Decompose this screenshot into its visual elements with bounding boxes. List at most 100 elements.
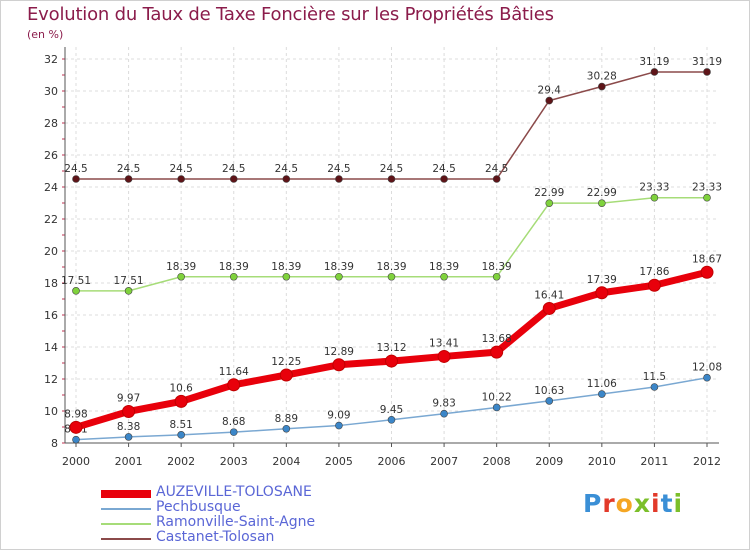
y-tick-label: 28	[44, 117, 58, 130]
data-label-ramonville-saint-agne: 18.39	[219, 261, 249, 273]
data-point-castanet-tolosan	[598, 82, 606, 91]
data-point-castanet-tolosan	[492, 175, 501, 183]
y-tick-label: 10	[44, 405, 58, 418]
data-point-pechbusque	[545, 397, 554, 405]
data-label-pechbusque: 8.38	[117, 421, 140, 433]
data-point-auzeville-tolosane	[542, 301, 556, 315]
data-point-ramonville-saint-agne	[545, 199, 554, 207]
data-point-castanet-tolosan	[650, 68, 659, 76]
brand-letter: r	[602, 489, 616, 518]
data-label-castanet-tolosan: 24.5	[169, 163, 192, 175]
data-point-ramonville-saint-agne	[387, 272, 396, 281]
legend-item-pechbusque: Pechbusque	[101, 499, 401, 517]
legend-swatch	[101, 508, 151, 510]
data-point-castanet-tolosan	[440, 175, 448, 183]
data-label-ramonville-saint-agne: 18.39	[324, 261, 354, 273]
x-tick-label: 2005	[325, 455, 353, 468]
data-label-ramonville-saint-agne: 23.33	[692, 182, 722, 194]
brand-letter: i	[673, 489, 684, 518]
y-tick-label: 32	[44, 53, 58, 66]
legend-item-auzeville-tolosane: AUZEVILLE-TOLOSANE	[101, 484, 401, 502]
data-point-auzeville-tolosane	[279, 368, 293, 382]
brand-logo: Proxiti	[583, 489, 683, 518]
data-label-auzeville-tolosane: 12.25	[271, 356, 301, 368]
data-point-auzeville-tolosane	[174, 394, 188, 408]
brand-letter: o	[615, 489, 634, 518]
y-tick-label: 14	[44, 341, 58, 354]
data-point-ramonville-saint-agne	[282, 272, 291, 281]
data-label-auzeville-tolosane: 13.41	[429, 337, 459, 349]
data-label-auzeville-tolosane: 17.39	[587, 274, 617, 286]
data-point-castanet-tolosan	[282, 175, 291, 183]
data-label-auzeville-tolosane: 13.68	[482, 333, 512, 345]
data-label-ramonville-saint-agne: 18.39	[166, 261, 196, 273]
data-label-castanet-tolosan: 24.5	[117, 163, 140, 175]
x-tick-label: 2010	[588, 455, 616, 468]
data-label-auzeville-tolosane: 13.12	[376, 342, 406, 354]
data-point-pechbusque	[492, 403, 501, 412]
data-point-auzeville-tolosane	[437, 349, 451, 363]
data-point-ramonville-saint-agne	[650, 193, 659, 202]
data-label-ramonville-saint-agne: 17.51	[114, 275, 144, 287]
data-label-ramonville-saint-agne: 23.33	[639, 182, 669, 194]
data-label-castanet-tolosan: 29.4	[538, 85, 562, 97]
legend-swatch	[101, 538, 151, 540]
data-point-pechbusque	[282, 424, 291, 433]
data-point-castanet-tolosan	[703, 68, 711, 76]
data-label-pechbusque: 10.22	[482, 391, 512, 403]
x-tick-label: 2000	[62, 455, 90, 468]
legend-label: AUZEVILLE-TOLOSANE	[156, 484, 312, 500]
legend-label: Pechbusque	[156, 499, 241, 515]
data-point-ramonville-saint-agne	[598, 199, 606, 207]
legend-swatch	[101, 523, 151, 525]
y-tick-label: 18	[44, 277, 58, 290]
x-tick-label: 2009	[535, 455, 563, 468]
x-tick-label: 2001	[115, 455, 143, 468]
data-label-pechbusque: 9.09	[327, 410, 350, 422]
data-point-ramonville-saint-agne	[229, 272, 238, 281]
data-label-ramonville-saint-agne: 18.39	[271, 261, 301, 273]
data-point-auzeville-tolosane	[490, 345, 504, 359]
data-label-castanet-tolosan: 24.5	[485, 163, 508, 175]
data-label-pechbusque: 8.51	[169, 419, 192, 431]
data-label-ramonville-saint-agne: 17.51	[61, 275, 91, 287]
data-point-pechbusque	[598, 390, 606, 398]
data-point-ramonville-saint-agne	[72, 287, 80, 295]
data-point-castanet-tolosan	[72, 175, 80, 183]
data-label-auzeville-tolosane: 17.86	[639, 266, 669, 278]
data-label-castanet-tolosan: 24.5	[327, 163, 350, 175]
data-point-ramonville-saint-agne	[177, 272, 185, 281]
data-label-pechbusque: 9.83	[432, 398, 455, 410]
data-label-pechbusque: 9.45	[380, 404, 403, 416]
data-label-pechbusque: 11.06	[587, 378, 617, 390]
unit-label: (en %)	[27, 28, 64, 41]
data-label-castanet-tolosan: 24.5	[275, 163, 298, 175]
data-point-castanet-tolosan	[545, 96, 554, 105]
x-tick-label: 2008	[483, 455, 511, 468]
data-label-pechbusque: 12.08	[692, 362, 722, 374]
data-label-ramonville-saint-agne: 22.99	[587, 187, 617, 199]
brand-letter: x	[633, 489, 651, 518]
data-label-auzeville-tolosane: 16.41	[534, 289, 564, 301]
brand-letter: i	[651, 489, 661, 518]
data-label-pechbusque: 8.68	[222, 416, 245, 428]
data-point-pechbusque	[177, 431, 185, 439]
x-tick-label: 2011	[640, 455, 668, 468]
data-point-auzeville-tolosane	[385, 354, 398, 368]
data-label-ramonville-saint-agne: 18.39	[429, 261, 459, 273]
x-tick-label: 2007	[430, 455, 458, 468]
data-point-pechbusque	[229, 428, 238, 436]
x-tick-label: 2002	[167, 455, 195, 468]
data-label-auzeville-tolosane: 12.89	[324, 346, 354, 358]
legend-label: Castanet-Tolosan	[156, 529, 275, 545]
data-label-castanet-tolosan: 30.28	[587, 71, 617, 83]
y-tick-label: 24	[44, 181, 58, 194]
x-tick-label: 2012	[693, 455, 721, 468]
brand-letter: P	[583, 489, 603, 518]
legend-swatch	[101, 490, 151, 498]
y-tick-label: 8	[51, 437, 58, 450]
y-tick-label: 16	[44, 309, 58, 322]
y-tick-label: 22	[44, 213, 58, 226]
